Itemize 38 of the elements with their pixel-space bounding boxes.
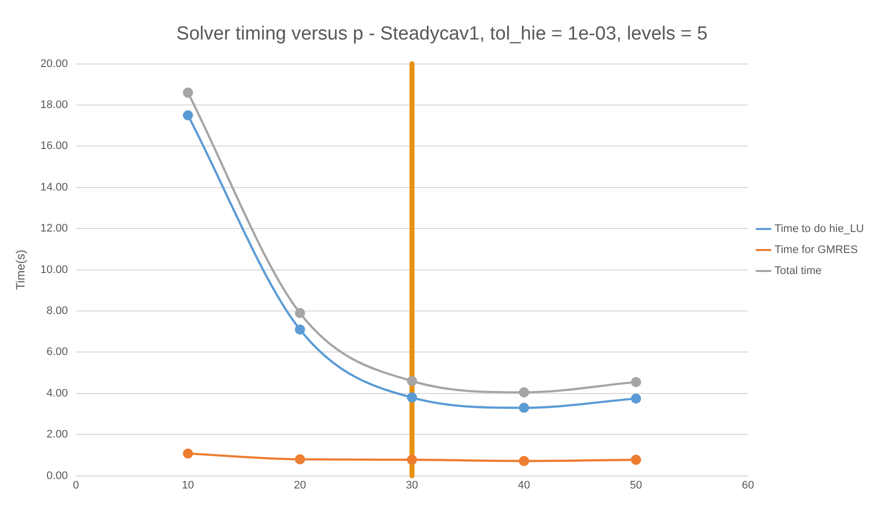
point [518, 456, 530, 466]
point [630, 376, 642, 388]
y-tick-label: 16.00 [40, 140, 68, 152]
y-tick-label: 20.00 [40, 58, 68, 70]
y-tick-label: 12.00 [40, 222, 68, 235]
point [182, 448, 194, 459]
point [406, 376, 418, 386]
point [294, 324, 306, 335]
x-tick-label: 0 [72, 479, 79, 492]
y-tick-label: 4.00 [46, 387, 68, 400]
y-tick-label: 10.00 [40, 264, 68, 276]
legend-label: Total time [774, 265, 822, 278]
x-tick-label: 50 [630, 479, 642, 492]
chart-title: Solver timing versus p - Steadycav1, tol_hie = 1e-03, levels = 5 [176, 24, 708, 45]
y-axis-title: Time(s) [14, 250, 28, 290]
point [518, 387, 530, 398]
x-tick-label: 60 [742, 479, 754, 492]
point [518, 402, 530, 413]
y-tick-label: 2.00 [46, 428, 68, 441]
x-tick-label: 30 [406, 479, 418, 492]
point [182, 88, 194, 98]
y-tick-label: 6.00 [46, 346, 68, 358]
y-tick-label: 18.00 [40, 99, 68, 112]
x-tick-label: 40 [518, 479, 530, 492]
y-tick-label: 14.00 [40, 181, 68, 194]
x-tick-label: 10 [182, 479, 194, 492]
legend-label: Time for GMRES [774, 244, 858, 256]
legend-label: Time to do hie_LU [774, 223, 864, 236]
x-tick-label: 20 [294, 479, 306, 492]
point [294, 454, 306, 464]
point [406, 392, 418, 403]
y-tick-label: 0.00 [46, 470, 68, 482]
y-tick-label: 8.00 [46, 305, 68, 318]
point [406, 454, 418, 465]
point [294, 308, 306, 318]
point [630, 393, 642, 404]
point [182, 110, 194, 120]
point [630, 454, 642, 465]
